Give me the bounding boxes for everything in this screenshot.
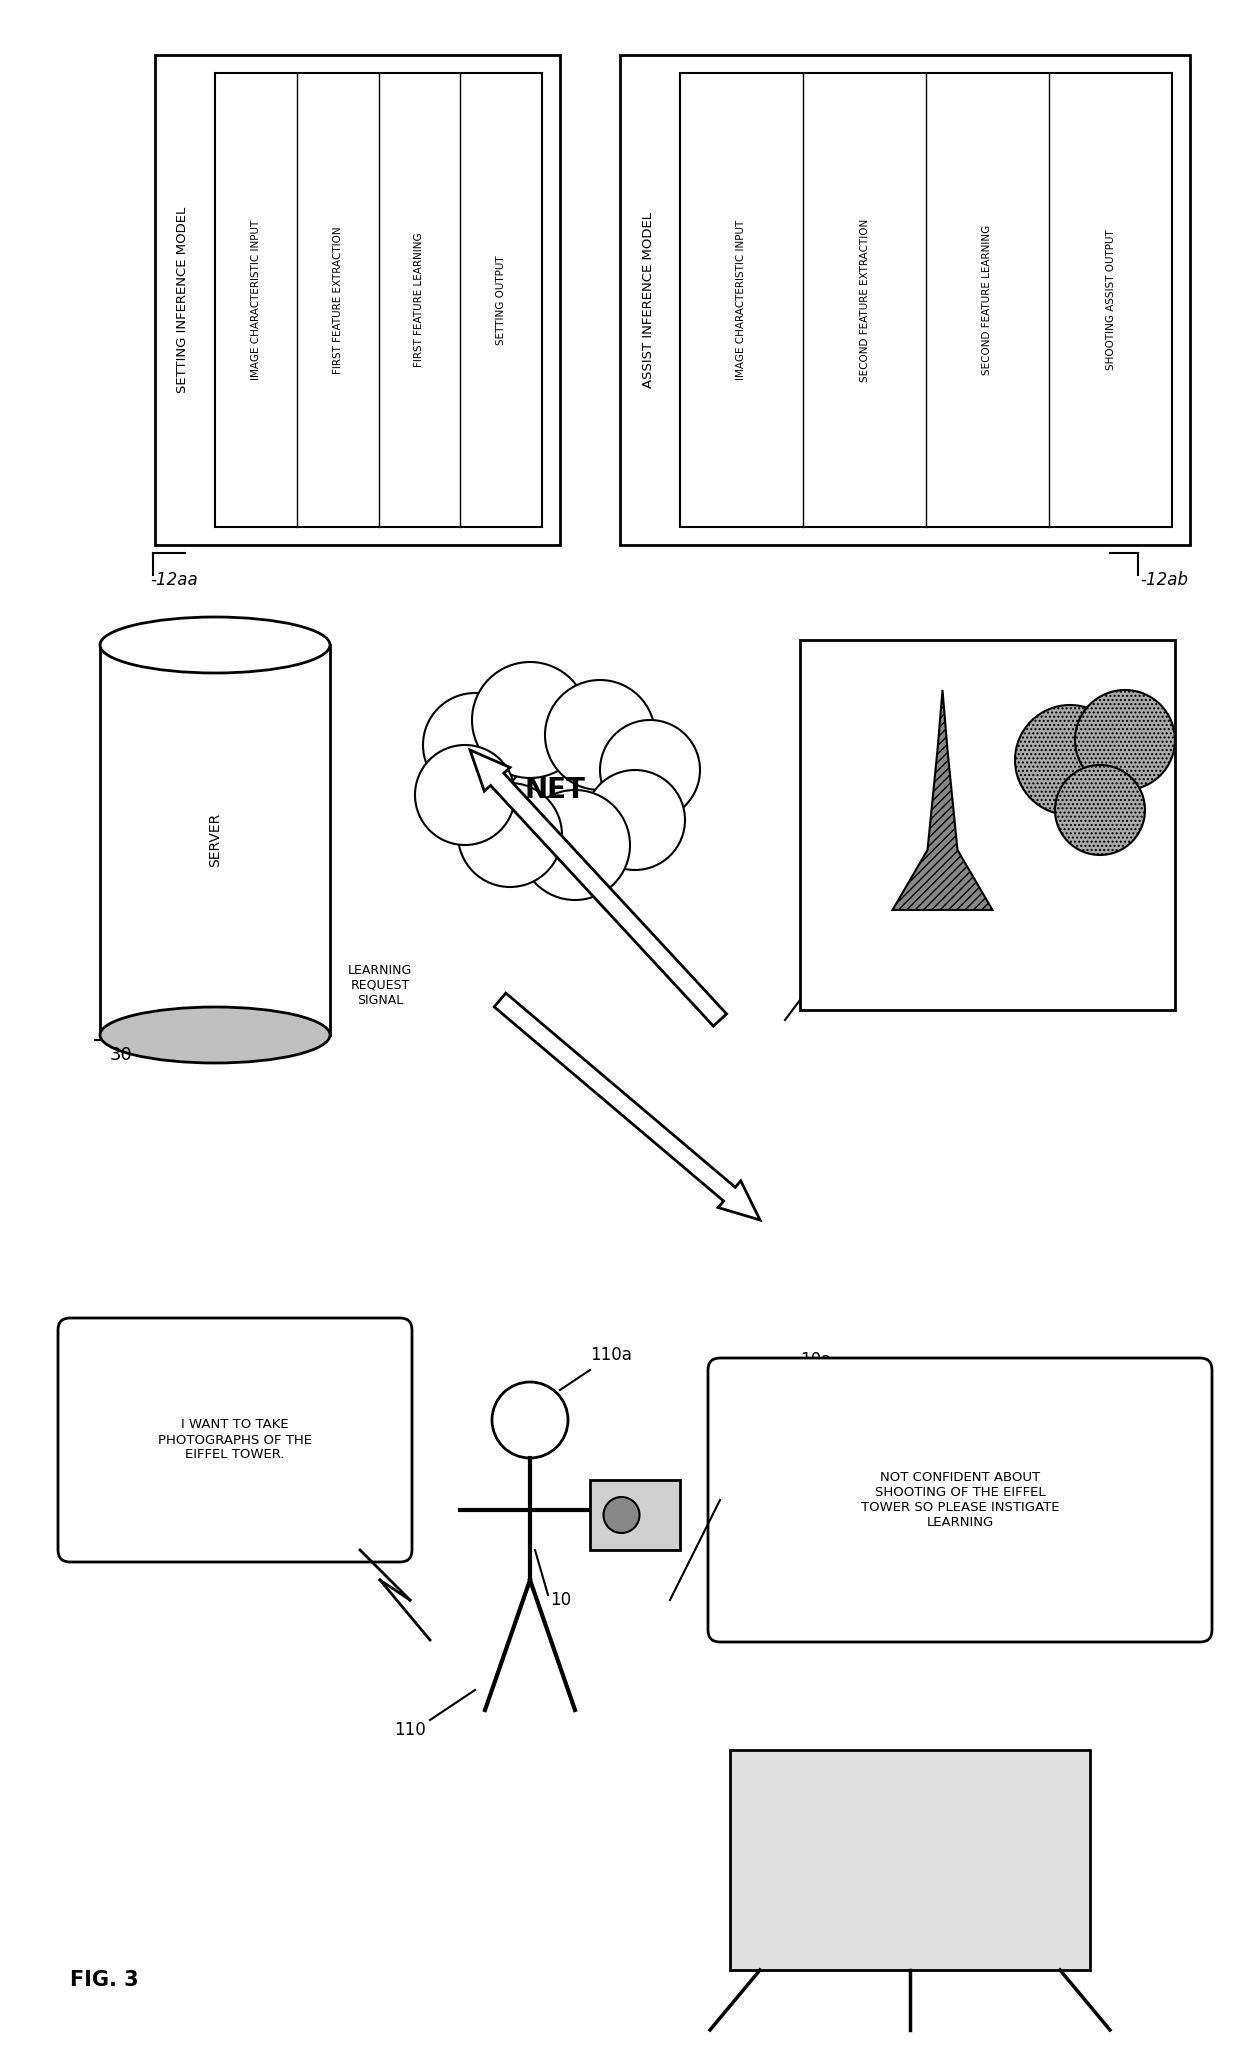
FancyBboxPatch shape (708, 1359, 1211, 1642)
Text: 110a: 110a (590, 1346, 632, 1365)
Text: FIG. 3: FIG. 3 (69, 1970, 139, 1991)
Polygon shape (893, 690, 992, 911)
Bar (620, 56, 1190, 545)
Circle shape (520, 791, 630, 900)
Circle shape (458, 783, 562, 888)
Circle shape (415, 745, 515, 845)
Text: 10: 10 (551, 1590, 572, 1609)
Circle shape (546, 679, 655, 791)
Text: SETTING OUTPUT: SETTING OUTPUT (496, 256, 506, 345)
Polygon shape (470, 750, 727, 1026)
Text: SECOND FEATURE LEARNING: SECOND FEATURE LEARNING (982, 225, 992, 376)
Text: NOT CONFIDENT ABOUT
SHOOTING OF THE EIFFEL
TOWER SO PLEASE INSTIGATE
LEARNING: NOT CONFIDENT ABOUT SHOOTING OF THE EIFF… (861, 1470, 1059, 1528)
Circle shape (585, 770, 684, 869)
Text: SHOOTING ASSIST OUTPUT: SHOOTING ASSIST OUTPUT (1106, 229, 1116, 370)
Bar (590, 1481, 680, 1551)
FancyBboxPatch shape (58, 1317, 412, 1561)
Text: SERVER: SERVER (208, 814, 222, 867)
Text: -12ab: -12ab (1140, 572, 1188, 589)
Bar (800, 640, 1176, 1010)
Text: I WANT TO TAKE
PHOTOGRAPHS OF THE
EIFFEL TOWER.: I WANT TO TAKE PHOTOGRAPHS OF THE EIFFEL… (157, 1419, 312, 1462)
Text: LEARNING
REQUEST
SIGNAL: LEARNING REQUEST SIGNAL (348, 964, 412, 1006)
Text: FIRST FEATURE LEARNING: FIRST FEATURE LEARNING (414, 233, 424, 368)
Bar (155, 56, 560, 545)
Circle shape (472, 663, 588, 779)
Text: SECOND FEATURE EXTRACTION: SECOND FEATURE EXTRACTION (859, 219, 869, 382)
Bar (215, 72, 542, 527)
Bar (680, 72, 1172, 527)
Circle shape (423, 694, 527, 797)
Ellipse shape (100, 1008, 330, 1063)
Ellipse shape (100, 617, 330, 673)
Text: SETTING INFERENCE MODEL: SETTING INFERENCE MODEL (176, 206, 190, 392)
Text: FIRST FEATURE EXTRACTION: FIRST FEATURE EXTRACTION (332, 227, 342, 374)
Text: 110: 110 (394, 1720, 425, 1739)
Text: 30: 30 (110, 1047, 133, 1063)
Polygon shape (495, 993, 760, 1220)
Bar (100, 644, 330, 1035)
Circle shape (600, 721, 701, 820)
Circle shape (1016, 704, 1125, 816)
Circle shape (1055, 764, 1145, 855)
Text: 10a: 10a (800, 1351, 831, 1369)
Text: IMAGE CHARACTERISTIC INPUT: IMAGE CHARACTERISTIC INPUT (737, 219, 746, 380)
Circle shape (492, 1381, 568, 1458)
Circle shape (604, 1497, 640, 1532)
Text: ASSIST INFERENCE MODEL: ASSIST INFERENCE MODEL (641, 213, 655, 388)
Text: -12aa: -12aa (150, 572, 197, 589)
Circle shape (1075, 690, 1176, 791)
Text: IMAGE CHARACTERISTIC INPUT: IMAGE CHARACTERISTIC INPUT (250, 219, 260, 380)
Bar (730, 1749, 1090, 1970)
Text: NET: NET (525, 776, 585, 803)
